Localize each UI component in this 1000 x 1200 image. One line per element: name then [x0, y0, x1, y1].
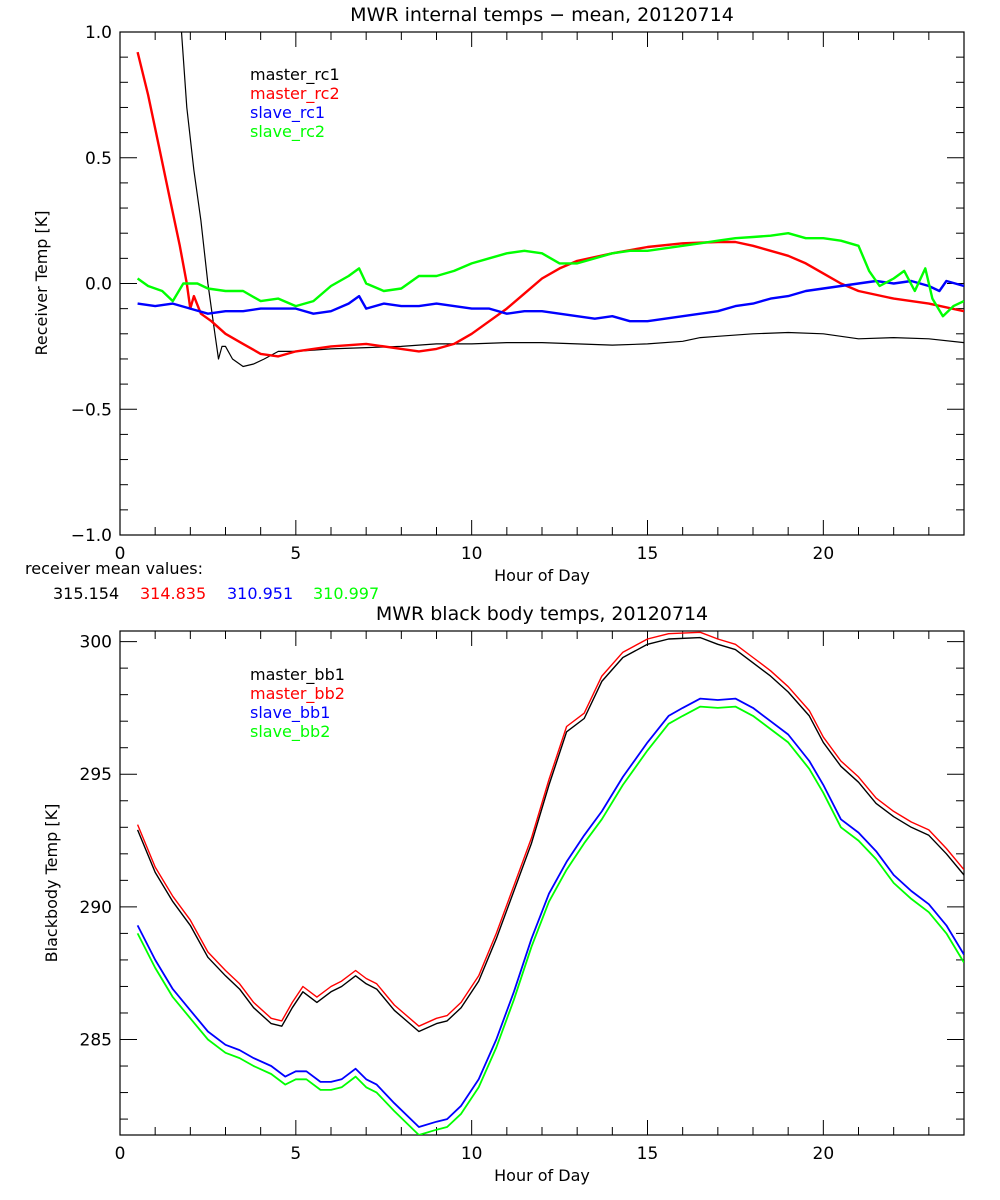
x-tick-label: 0 — [115, 1144, 126, 1164]
x-tick-label: 5 — [290, 544, 301, 564]
x-axis-label: Hour of Day — [494, 566, 590, 585]
mean-value: 310.951 — [227, 584, 293, 603]
tick-labels: 0 5 10 15 20 −1.0 −0.5 0.0 0.5 1.0 — [71, 23, 834, 564]
legend-entry-master-bb1: master_bb1 — [250, 665, 345, 685]
series-line-master-rc2 — [136, 51, 964, 358]
series-line-master-bb1 — [136, 636, 964, 1033]
series-line-master-bb2 — [136, 631, 964, 1027]
legend-entry-slave-rc1: slave_rc1 — [250, 103, 325, 123]
mean-value: 310.997 — [313, 584, 379, 603]
axis-ticks — [119, 631, 965, 1135]
x-axis-label: Hour of Day — [494, 1166, 590, 1185]
x-tick-label: 10 — [461, 1144, 483, 1164]
y-tick-label: 290 — [80, 898, 112, 918]
x-tick-label: 5 — [290, 1144, 301, 1164]
series-line-slave-bb2 — [136, 705, 964, 1135]
legend-entry-slave-bb2: slave_bb2 — [250, 722, 330, 742]
x-tick-label: 20 — [813, 1144, 835, 1164]
y-tick-label: −1.0 — [71, 526, 112, 546]
legend-entry-master-rc2: master_rc2 — [250, 84, 340, 104]
y-tick-label: −0.5 — [71, 400, 112, 420]
x-tick-label: 15 — [637, 544, 659, 564]
y-tick-label: 0.0 — [85, 275, 112, 295]
series-line-master-rc1 — [180, 32, 964, 368]
series-line-slave-rc1 — [137, 279, 964, 323]
legend-entry-master-bb2: master_bb2 — [250, 684, 345, 704]
axis-ticks — [119, 31, 965, 536]
legend-entry-slave-bb1: slave_bb1 — [250, 703, 330, 723]
tick-labels: 0 5 10 15 20 285 290 295 300 — [80, 633, 835, 1164]
y-tick-label: 295 — [80, 765, 112, 785]
mean-value: 315.154 — [53, 584, 119, 603]
x-tick-label: 15 — [637, 1144, 659, 1164]
x-tick-label: 20 — [813, 544, 835, 564]
series-lines — [136, 631, 964, 1135]
legend-entry-slave-rc2: slave_rc2 — [250, 122, 325, 142]
x-tick-label: 0 — [115, 544, 126, 564]
chart-title: MWR internal temps − mean, 20120714 — [350, 4, 734, 26]
mean-values-label: receiver mean values: — [25, 559, 203, 578]
receiver-temp-chart: MWR internal temps − mean, 20120714 0 5 10… — [25, 4, 965, 603]
mean-value: 314.835 — [140, 584, 206, 603]
series-lines — [136, 32, 964, 368]
x-tick-label: 10 — [461, 544, 483, 564]
y-axis-label: Blackbody Temp [K] — [42, 804, 61, 963]
y-tick-label: 0.5 — [85, 149, 112, 169]
blackbody-temp-chart: MWR black body temps, 20120714 0 5 10 15 20 2… — [42, 603, 965, 1185]
y-axis-label: Receiver Temp [K] — [32, 210, 51, 355]
y-tick-label: 1.0 — [85, 23, 112, 43]
legend-entry-master-rc1: master_rc1 — [250, 65, 340, 85]
y-tick-label: 300 — [80, 633, 112, 653]
series-line-slave-rc2 — [136, 231, 964, 318]
plot-frame — [119, 630, 965, 1136]
plot-frame — [119, 31, 965, 536]
mean-values: 315.154 314.835 310.951 310.997 — [53, 584, 379, 603]
chart-title: MWR black body temps, 20120714 — [376, 603, 708, 625]
series-line-slave-bb1 — [136, 697, 964, 1128]
y-tick-label: 285 — [80, 1031, 112, 1051]
